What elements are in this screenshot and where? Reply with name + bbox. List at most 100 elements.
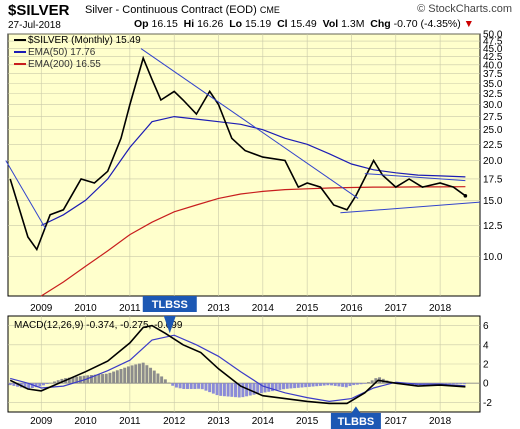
macd-y-tick-label: -2 [483, 398, 492, 409]
macd-histogram-bar [348, 383, 352, 387]
price-y-tick-label: 10.0 [483, 252, 503, 263]
tlbss-badge [142, 296, 197, 312]
macd-histogram-bar [370, 380, 374, 384]
trendline [364, 173, 466, 182]
price-x-tick-label: 2013 [207, 303, 230, 314]
volume-label: Vol [322, 18, 339, 30]
price-x-tick-label: 2018 [429, 303, 452, 314]
macd-x-tick-label: 2010 [74, 416, 97, 427]
price-x-tick-label: 2014 [252, 303, 275, 314]
macd-histogram-bar [293, 383, 297, 389]
macd-histogram-bar [300, 383, 304, 388]
macd-histogram-bar [359, 383, 363, 385]
macd-y-tick-label: 2 [483, 360, 489, 371]
macd-histogram-bar [259, 383, 263, 394]
price-x-tick-label: 2009 [30, 303, 53, 314]
price-line [9, 55, 466, 252]
high-value: 16.26 [197, 18, 224, 30]
price-y-tick-label: 27.5 [483, 112, 503, 123]
macd-histogram-bar [145, 365, 149, 384]
macd-histogram-bar [296, 383, 300, 388]
macd-histogram-bar [245, 383, 249, 397]
macd-histogram-bar [189, 383, 193, 389]
symbol-title: $SILVER [8, 2, 70, 19]
macd-histogram-bar [366, 382, 370, 384]
macd-histogram-bar [448, 383, 452, 385]
macd-histogram-bar [252, 383, 256, 395]
price-y-tick-label: 17.5 [483, 174, 503, 185]
macd-legend-label: MACD(12,26,9) -0.374, -0.275, -0.099 [14, 320, 183, 331]
macd-histogram-bar [263, 383, 267, 393]
trendline [340, 201, 481, 214]
macd-histogram-bar [304, 383, 308, 388]
change-label: Chg [370, 18, 391, 30]
ema50-line [40, 115, 466, 227]
price-y-tick-label: 15.0 [483, 196, 503, 207]
macd-histogram-bar [315, 383, 319, 387]
legend-price-label: $SILVER (Monthly) 15.49 [28, 35, 141, 46]
close-label: Cl [277, 18, 288, 30]
price-y-tick-label: 20.0 [483, 156, 503, 167]
macd-histogram-bar [178, 383, 182, 389]
macd-histogram-bar [341, 383, 345, 387]
macd-histogram-bar [126, 366, 130, 384]
macd-x-tick-label: 2011 [119, 416, 141, 427]
macd-histogram-bar [8, 383, 12, 386]
macd-line [9, 324, 466, 405]
macd-histogram-bar [248, 383, 252, 396]
stockcharts-logo[interactable]: © StockCharts.com [417, 3, 512, 15]
macd-histogram-bar [444, 383, 448, 385]
macd-histogram-bar [463, 383, 466, 385]
macd-histogram-bar [97, 374, 101, 384]
price-y-tick-label: 12.5 [483, 221, 503, 232]
macd-x-tick-label: 2012 [163, 416, 186, 427]
price-panel-grid [8, 33, 480, 296]
macd-histogram-bar [60, 378, 64, 384]
price-last-point [463, 194, 468, 198]
price-x-tick-label: 2017 [385, 303, 408, 314]
macd-histogram-bar [215, 383, 219, 396]
macd-histogram-bar [326, 383, 330, 386]
price-y-tick-label: 35.0 [483, 79, 503, 90]
price-y-tick-label: 40.0 [483, 60, 503, 71]
macd-y-tick-label: 4 [483, 340, 489, 351]
macd-histogram-bar [197, 383, 201, 389]
macd-histogram-bar [182, 383, 186, 389]
macd-histogram-bar [455, 383, 459, 385]
macd-histogram-bar [285, 383, 289, 389]
macd-histogram-bar [101, 374, 105, 384]
macd-histogram-bar [78, 376, 82, 384]
macd-histogram-bar [230, 383, 234, 397]
open-label: Op [134, 18, 149, 30]
macd-histogram-bar [200, 383, 204, 390]
description-text: Silver - Continuous Contract (EOD) [85, 4, 257, 16]
macd-histogram-bar [93, 374, 97, 384]
tlbss-arrow-icon [163, 316, 176, 334]
exchange-label: CME [259, 5, 280, 15]
price-panel-background [7, 33, 481, 297]
macd-legend: MACD(12,26,9) -0.374, -0.275, -0.099 [14, 320, 183, 331]
macd-histogram-bar [459, 383, 463, 385]
macd-panel-plot [8, 324, 466, 405]
high-label: Hi [183, 18, 195, 30]
price-x-axis: 2009201020112012201320142015201620172018 [30, 303, 452, 314]
price-y-tick-label: 25.0 [483, 125, 503, 136]
ema200-line [40, 186, 466, 297]
macd-histogram-bar [123, 367, 127, 384]
macd-x-tick-label: 2014 [252, 416, 275, 427]
macd-y-tick-label: 6 [483, 321, 489, 332]
tlbss-label: TLBSS [152, 299, 188, 311]
legend-ema200-label: EMA(200) 16.55 [28, 59, 101, 70]
macd-histogram-bar [49, 382, 53, 384]
macd-y-tick-label: 0 [483, 379, 489, 390]
macd-histogram-bar [234, 383, 237, 398]
macd-histogram-bar [318, 383, 322, 386]
low-value: 15.19 [244, 18, 272, 30]
quote-date: 27-Jul-2018 [8, 20, 61, 31]
open-value: 16.15 [151, 18, 178, 30]
macd-histogram-bar [149, 367, 153, 384]
macd-x-tick-label: 2013 [207, 416, 230, 427]
macd-histogram-bar [138, 363, 141, 384]
macd-histogram-bar [38, 383, 42, 387]
